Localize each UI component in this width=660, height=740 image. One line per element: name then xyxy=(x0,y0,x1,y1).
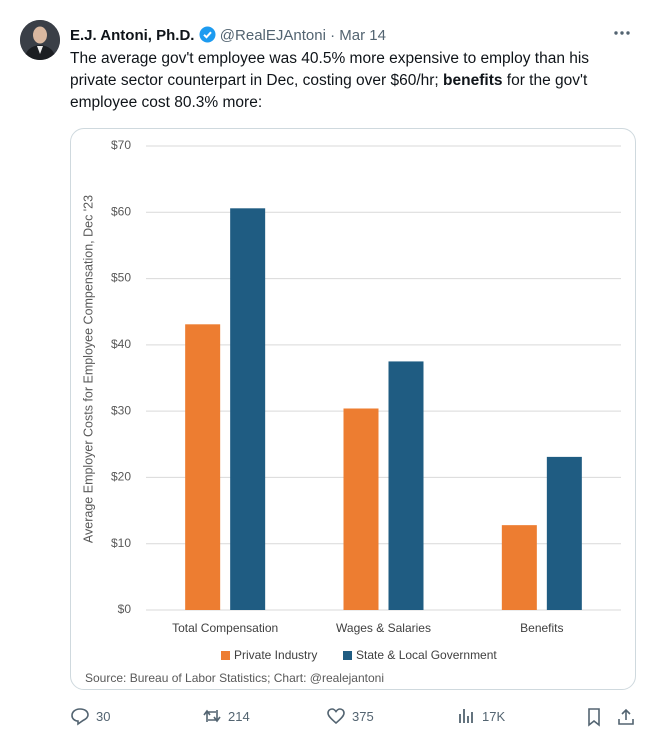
text-part: The average gov't employee was 40.5% mor… xyxy=(70,50,594,89)
x-tick-label: Total Compensation xyxy=(172,621,278,635)
bar xyxy=(185,324,221,610)
x-tick-label: Wages & Salaries xyxy=(336,621,431,635)
author-name[interactable]: E.J. Antoni, Ph.D. xyxy=(70,27,195,44)
tweet-header: E.J. Antoni, Ph.D. @RealEJAntoni · Mar 1… xyxy=(70,26,386,44)
bookmark-button[interactable] xyxy=(584,707,604,727)
legend-label: State & Local Government xyxy=(356,648,497,662)
verified-badge xyxy=(199,26,216,43)
like-icon xyxy=(327,708,345,725)
y-tick-label: $40 xyxy=(111,337,131,351)
more-button[interactable] xyxy=(612,28,632,38)
y-tick-label: $50 xyxy=(111,271,131,285)
views-icon xyxy=(459,709,473,723)
chart-card[interactable]: Average Employer Costs for Employee Comp… xyxy=(70,128,636,690)
x-tick-label: Benefits xyxy=(520,621,563,635)
y-tick-label: $60 xyxy=(111,204,131,218)
bar xyxy=(388,361,424,610)
text-part: for the gov't employee cost 80.3% more: xyxy=(70,72,592,111)
avatar[interactable] xyxy=(20,20,60,60)
text-bold: benefits xyxy=(443,72,503,89)
date[interactable]: Mar 14 xyxy=(339,27,386,44)
y-tick-label: $30 xyxy=(111,403,131,417)
action-bar: 30 214 375 17K xyxy=(70,706,636,730)
bar xyxy=(230,208,266,610)
separator: · xyxy=(330,27,336,44)
repost-button[interactable]: 214 xyxy=(202,706,250,726)
bar xyxy=(343,408,379,610)
y-tick-label: $10 xyxy=(111,536,131,550)
reply-icon xyxy=(71,708,89,726)
y-tick-label: $0 xyxy=(118,602,132,616)
y-axis-label: Average Employer Costs for Employee Comp… xyxy=(81,195,95,543)
tweet-text: The average gov't employee was 40.5% mor… xyxy=(70,48,636,114)
like-button[interactable]: 375 xyxy=(326,706,374,726)
y-tick-label: $20 xyxy=(111,470,131,484)
reply-count: 30 xyxy=(96,708,111,724)
legend-swatch xyxy=(343,651,352,660)
y-tick-label: $70 xyxy=(111,138,131,152)
avatar-image xyxy=(20,20,60,60)
share-button[interactable] xyxy=(616,707,636,727)
like-count: 375 xyxy=(352,708,374,724)
views-button[interactable]: 17K xyxy=(456,706,505,726)
source: Source: Bureau of Labor Statistics; Char… xyxy=(85,671,384,685)
repost-count: 214 xyxy=(228,708,250,724)
view-count: 17K xyxy=(482,708,506,724)
chart: Average Employer Costs for Employee Comp… xyxy=(81,138,621,685)
repost-icon xyxy=(203,709,221,723)
reply-button[interactable]: 30 xyxy=(70,706,110,726)
bar xyxy=(501,525,537,610)
bar xyxy=(546,456,582,610)
legend-swatch xyxy=(221,651,230,660)
handle[interactable]: @RealEJAntoni xyxy=(219,27,326,44)
legend-label: Private Industry xyxy=(234,648,317,662)
